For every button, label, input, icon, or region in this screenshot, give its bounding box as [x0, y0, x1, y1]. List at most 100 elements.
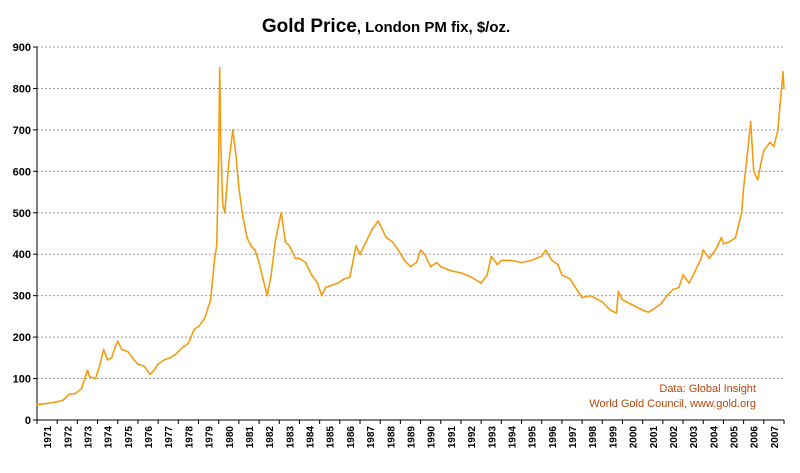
y-tick-label: 500	[13, 208, 31, 220]
x-tick-label: 2000	[629, 426, 640, 449]
data-point	[169, 357, 171, 359]
data-point	[728, 241, 731, 243]
data-point	[419, 249, 422, 251]
data-point	[540, 255, 543, 258]
data-point	[232, 129, 234, 131]
data-point	[773, 145, 775, 148]
data-point	[403, 259, 406, 262]
data-point	[470, 276, 472, 278]
x-tick-label: 2005	[730, 426, 741, 449]
data-point	[217, 154, 220, 156]
x-tick-label: 1992	[467, 426, 478, 449]
data-point	[769, 141, 771, 144]
x-tick-label: 1997	[568, 426, 579, 449]
data-point	[734, 236, 737, 239]
data-point	[694, 270, 696, 272]
data-point	[359, 253, 361, 255]
data-point	[181, 346, 184, 349]
data-point	[238, 187, 240, 189]
data-point	[127, 350, 129, 353]
x-tick-label: 1977	[164, 426, 175, 449]
gold-price-line	[36, 66, 785, 406]
data-point	[672, 288, 674, 291]
data-point	[377, 220, 380, 222]
data-point	[429, 265, 432, 268]
x-tick-label: 1990	[427, 426, 438, 449]
x-tick-label: 1974	[104, 426, 115, 449]
data-point	[637, 307, 640, 309]
data-point	[415, 261, 418, 264]
x-tick-label: 2007	[770, 426, 781, 449]
x-tick-label: 1991	[447, 426, 458, 449]
data-point	[617, 290, 620, 293]
data-point	[450, 270, 452, 272]
data-point	[545, 249, 547, 251]
x-tick-label: 1984	[306, 426, 317, 449]
data-point	[629, 303, 632, 305]
data-point	[298, 257, 301, 260]
y-tick-label: 0	[25, 415, 31, 427]
data-point	[270, 274, 273, 276]
data-point	[409, 265, 412, 268]
x-tick-label: 1973	[83, 426, 94, 449]
x-tick-label: 1998	[588, 426, 599, 449]
data-point	[143, 365, 145, 367]
data-point	[86, 369, 89, 372]
data-point	[133, 359, 135, 361]
data-point	[278, 220, 281, 222]
data-point	[460, 272, 462, 274]
y-tick-label: 600	[13, 166, 31, 178]
data-point	[654, 307, 656, 309]
axes	[33, 46, 785, 424]
data-point	[379, 224, 382, 226]
y-tick-labels: 0 100 200 300 400 500 600 700 800 900	[13, 42, 31, 427]
data-point	[250, 245, 252, 247]
data-point	[343, 278, 345, 280]
x-tick-label: 1995	[528, 426, 539, 449]
data-point	[510, 259, 513, 262]
data-point	[435, 261, 438, 264]
x-tick-label: 1988	[386, 426, 397, 449]
data-point	[621, 299, 624, 301]
data-point	[740, 212, 743, 214]
x-tick-label: 1996	[548, 426, 559, 449]
x-tick-label: 2003	[689, 426, 700, 449]
data-point	[757, 178, 759, 181]
data-point	[349, 276, 351, 278]
data-point	[80, 388, 83, 390]
data-point	[782, 71, 784, 73]
data-point	[720, 236, 723, 239]
x-tick-label: 1999	[608, 426, 619, 449]
data-point	[520, 261, 523, 264]
x-tick-label: 1979	[205, 426, 216, 449]
x-tick-label: 1983	[285, 426, 296, 449]
x-tick-label: 1987	[366, 426, 377, 449]
data-point	[781, 83, 783, 86]
x-tick-labels: 1971 1972 1973 1974 1975 1976 1977 1978 1979 1980…	[43, 426, 781, 449]
x-tick-label: 1971	[43, 426, 54, 449]
data-point	[114, 344, 117, 347]
data-point	[218, 66, 221, 69]
data-point	[310, 274, 313, 276]
data-point	[266, 294, 269, 297]
data-point	[110, 357, 113, 359]
data-point	[280, 212, 283, 214]
data-point	[763, 149, 765, 152]
x-tick-label: 1980	[225, 426, 236, 449]
data-point	[46, 402, 48, 405]
x-tick-label: 1982	[265, 426, 276, 449]
data-point	[175, 352, 178, 355]
data-point	[615, 312, 618, 314]
data-point	[56, 401, 58, 403]
data-point	[577, 290, 579, 293]
source-annotation-data: Data: Global Insight	[659, 383, 756, 395]
data-point	[106, 359, 109, 361]
data-point	[779, 104, 781, 106]
data-point	[153, 369, 155, 372]
data-point	[761, 158, 763, 160]
data-point	[209, 299, 212, 301]
data-point	[678, 286, 680, 289]
data-point	[682, 274, 684, 276]
